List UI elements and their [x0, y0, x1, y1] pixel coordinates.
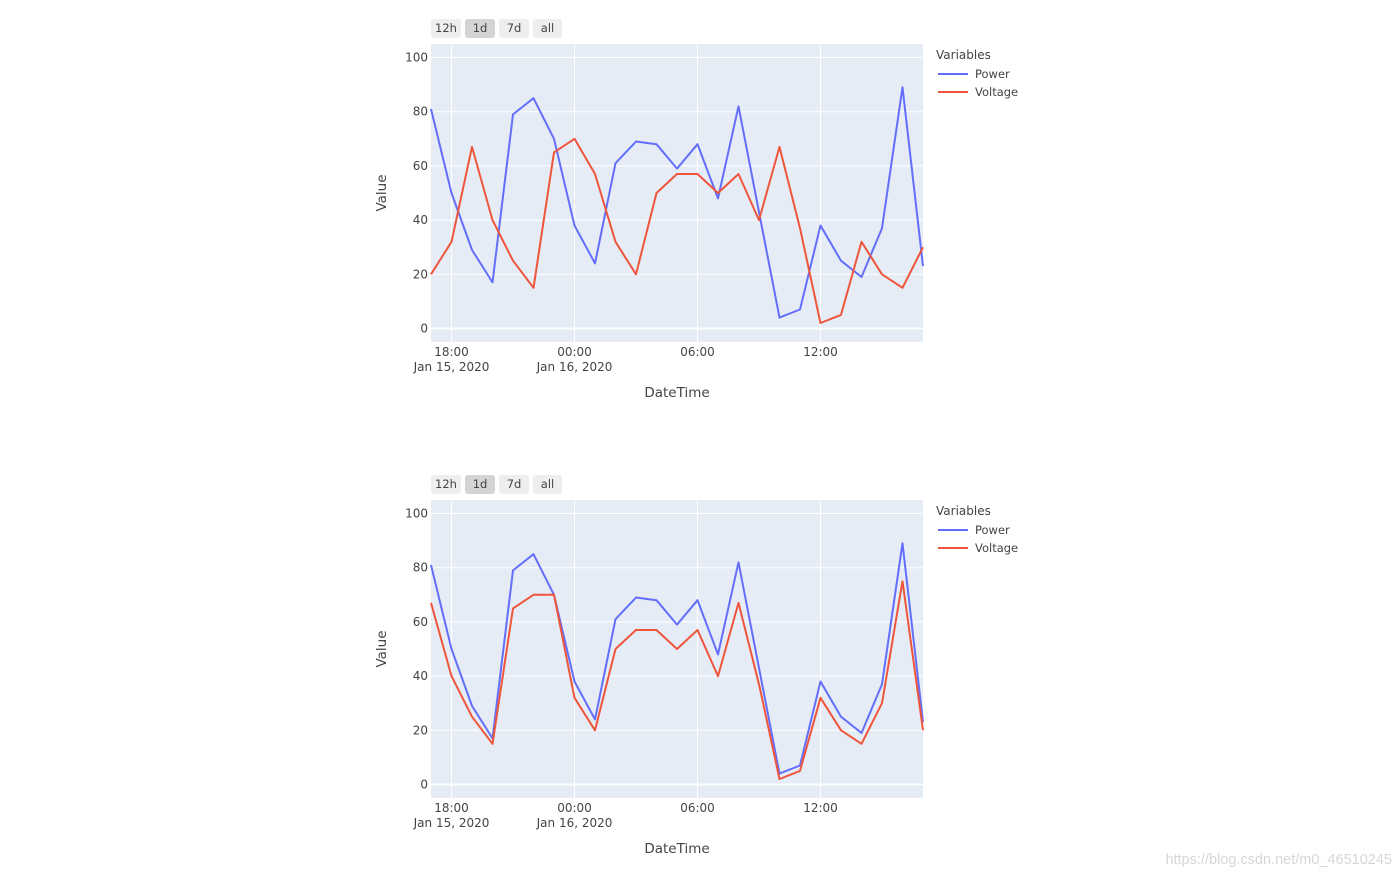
- x-tick-label: 00:00: [557, 345, 592, 359]
- x-tick-label: 18:00: [434, 801, 469, 815]
- y-axis-title: Value: [374, 174, 390, 211]
- y-tick-label: 60: [413, 615, 428, 629]
- legend-label: Power: [975, 67, 1010, 81]
- legend-label: Voltage: [975, 541, 1019, 555]
- chart-top: 0 20 40 60 80 100 18:00 Jan 15, 2020 00:00 Jan 16…: [0, 0, 1400, 438]
- legend-item-power[interactable]: Power: [938, 66, 1028, 82]
- x-tick-label: 00:00: [557, 801, 592, 815]
- x-tick-date-label: Jan 16, 2020: [536, 360, 613, 374]
- x-tick-label: 12:00: [803, 345, 838, 359]
- legend-title: Variables: [936, 504, 991, 518]
- x-tick-date-label: Jan 16, 2020: [536, 816, 613, 830]
- y-tick-label: 40: [413, 213, 428, 227]
- y-tick-label: 40: [413, 669, 428, 683]
- x-axis-title: DateTime: [644, 841, 709, 857]
- y-tick-label: 60: [413, 159, 428, 173]
- y-tick-label: 80: [413, 105, 428, 119]
- legend-swatch: [938, 91, 968, 93]
- y-tick-label: 0: [420, 777, 428, 791]
- series-line-voltage: [430, 137, 924, 324]
- y-tick-label: 0: [420, 321, 428, 335]
- range-button-all[interactable]: all: [533, 19, 562, 38]
- legend-swatch: [938, 73, 968, 75]
- watermark: https://blog.csdn.net/m0_46510245: [1165, 852, 1392, 868]
- legend-swatch: [938, 547, 968, 549]
- x-tick-label: 12:00: [803, 801, 838, 815]
- x-tick-date-label: Jan 15, 2020: [413, 360, 490, 374]
- range-button-7d[interactable]: 7d: [499, 19, 529, 38]
- legend-item-voltage[interactable]: Voltage: [938, 540, 1028, 556]
- x-tick-date-label: Jan 15, 2020: [413, 816, 490, 830]
- legend-label: Voltage: [975, 85, 1019, 99]
- y-tick-label: 100: [405, 51, 428, 65]
- x-tick-label: 18:00: [434, 345, 469, 359]
- plot-background: [431, 44, 923, 342]
- legend-item-voltage[interactable]: Voltage: [938, 84, 1028, 100]
- chart-bottom: 0 20 40 60 80 100 18:00 Jan 15, 2020 00:00 Jan 16…: [0, 456, 1400, 894]
- legend-title: Variables: [936, 48, 991, 62]
- range-button-12h[interactable]: 12h: [431, 475, 461, 494]
- x-tick-label: 06:00: [680, 801, 715, 815]
- x-tick-label: 06:00: [680, 345, 715, 359]
- y-axis-title: Value: [374, 630, 390, 667]
- range-button-1d[interactable]: 1d: [465, 475, 495, 494]
- y-tick-label: 80: [413, 561, 428, 575]
- legend-item-power[interactable]: Power: [938, 522, 1028, 538]
- series-line-power: [430, 86, 924, 319]
- range-button-12h[interactable]: 12h: [431, 19, 461, 38]
- y-tick-label: 20: [413, 723, 428, 737]
- series-line-power: [430, 542, 924, 775]
- range-button-1d[interactable]: 1d: [465, 19, 495, 38]
- legend-swatch: [938, 529, 968, 531]
- x-axis-title: DateTime: [644, 385, 709, 401]
- range-button-7d[interactable]: 7d: [499, 475, 529, 494]
- legend-label: Power: [975, 523, 1010, 537]
- y-tick-label: 100: [405, 507, 428, 521]
- y-tick-label: 20: [413, 267, 428, 281]
- range-button-all[interactable]: all: [533, 475, 562, 494]
- series-line-voltage: [430, 580, 924, 780]
